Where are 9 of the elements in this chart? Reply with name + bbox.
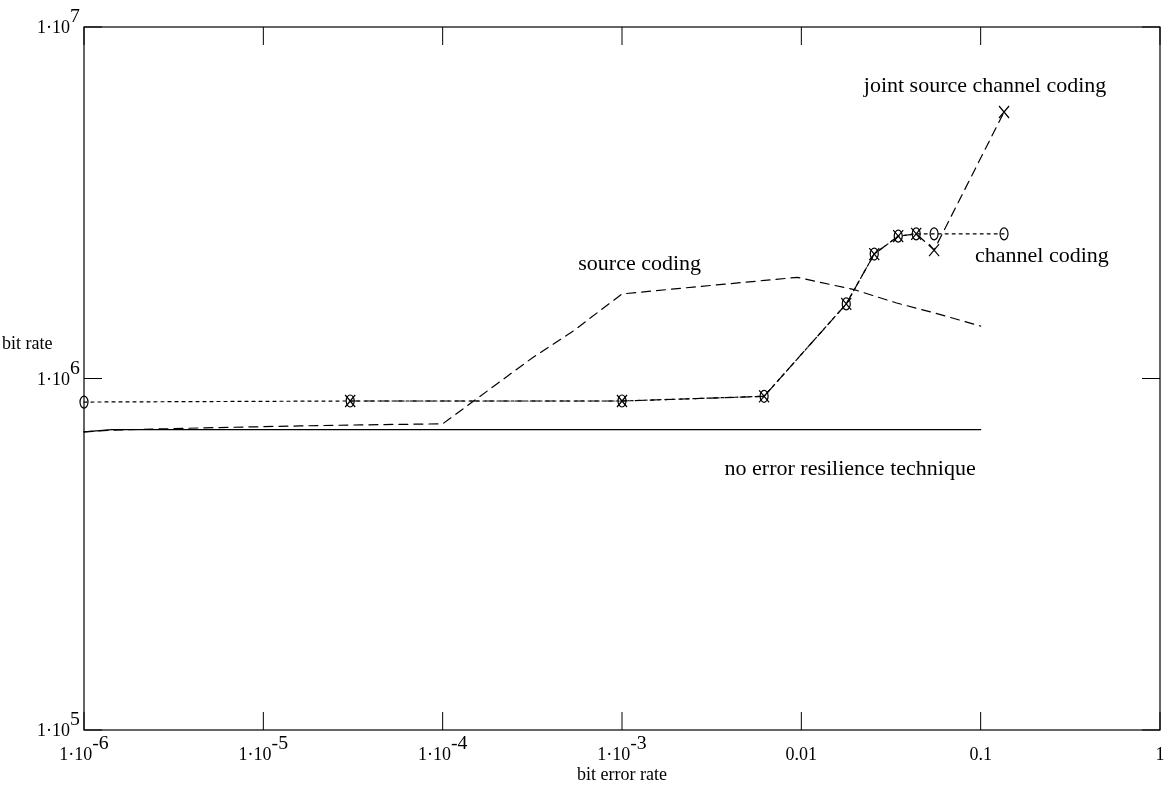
- series-label: no error resilience technique: [724, 454, 976, 480]
- y-axis-title: bit rate: [2, 332, 53, 353]
- series-label: joint source channel coding: [862, 72, 1107, 98]
- x-tick-label: 0.01: [785, 744, 818, 764]
- series-label: channel coding: [975, 241, 1109, 267]
- series-label: source coding: [578, 250, 702, 276]
- x-axis-title: bit error rate: [577, 764, 667, 784]
- x-tick-label: 1: [1155, 744, 1165, 764]
- x-tick-label: 0.1: [969, 744, 992, 764]
